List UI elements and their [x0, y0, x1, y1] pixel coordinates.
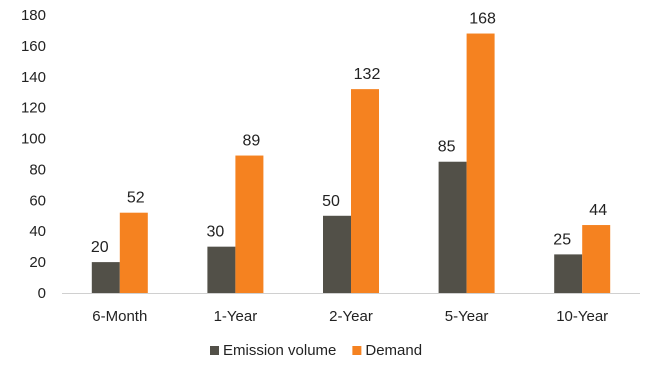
legend: Emission volume Demand [210, 342, 422, 359]
legend-entry-label: Emission volume [223, 342, 336, 359]
x-tick-label: 6-Month [92, 308, 147, 325]
bar-demand [466, 33, 495, 294]
data-labels: 20 52 30 89 50 132 85 168 25 44 [91, 11, 607, 257]
x-tick-label: 5-Year [445, 308, 489, 325]
legend-swatch [210, 346, 219, 355]
y-tick-label: 80 [29, 161, 46, 178]
y-tick-label: 100 [21, 131, 46, 148]
bar-demand [119, 212, 148, 293]
data-label: 44 [589, 202, 607, 219]
x-tick-label: 1-Year [214, 308, 258, 325]
bar-demand [582, 225, 611, 293]
bar-emission-volume [323, 215, 351, 293]
bar-emission-volume [207, 246, 236, 293]
bar-demand [351, 89, 379, 293]
data-label: 168 [469, 11, 496, 28]
bar-demand [235, 155, 264, 293]
data-label: 52 [127, 190, 145, 207]
data-label: 20 [91, 239, 109, 256]
legend-swatch [352, 346, 362, 355]
y-tick-label: 60 [29, 192, 46, 209]
x-tick-label: 2-Year [329, 308, 373, 325]
data-label: 50 [322, 193, 340, 210]
y-tick-label: 120 [21, 100, 46, 117]
data-label: 30 [207, 224, 225, 241]
x-tick-label: 10-Year [556, 308, 608, 325]
y-tick-label: 40 [29, 223, 46, 240]
y-tick-label: 0 [38, 285, 46, 302]
bars [91, 33, 611, 294]
data-label: 25 [553, 231, 571, 248]
bar-emission-volume [554, 254, 583, 293]
y-tick-label: 160 [21, 38, 46, 55]
data-label: 132 [354, 66, 381, 83]
legend-entry-label: Demand [365, 342, 422, 359]
bar-emission-volume [91, 262, 120, 293]
data-label: 89 [243, 133, 261, 150]
bar-emission-volume [438, 161, 467, 293]
x-axis-tick-labels: 6-Month 1-Year 2-Year 5-Year 10-Year [92, 308, 608, 325]
y-tick-label: 180 [21, 7, 46, 24]
data-label: 85 [438, 139, 456, 156]
y-tick-label: 20 [29, 254, 46, 271]
y-tick-label: 140 [21, 69, 46, 86]
y-axis-tick-labels: 0 20 40 60 80 100 120 140 160 180 [21, 7, 46, 302]
